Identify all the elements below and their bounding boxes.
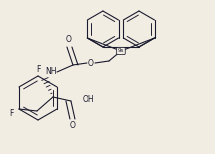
Text: O: O (88, 59, 94, 67)
Text: O: O (66, 36, 72, 45)
Text: NH: NH (45, 67, 57, 75)
Text: 9s: 9s (118, 49, 124, 53)
Text: F: F (9, 109, 13, 118)
Text: O: O (70, 122, 76, 130)
Text: F: F (36, 65, 40, 73)
Text: OH: OH (83, 95, 95, 103)
